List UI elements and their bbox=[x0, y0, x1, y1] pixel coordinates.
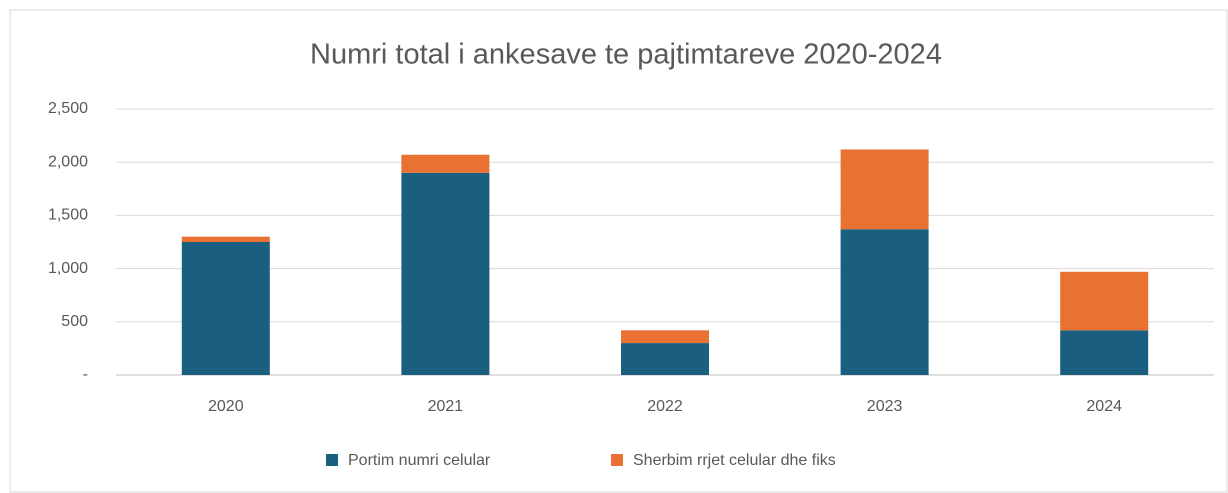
legend-swatch bbox=[326, 454, 338, 466]
y-tick-label: 2,000 bbox=[48, 153, 88, 170]
y-tick-label: 2,500 bbox=[48, 100, 88, 117]
bar-segment bbox=[181, 242, 270, 375]
x-tick-label: 2023 bbox=[867, 398, 903, 415]
y-tick-label: - bbox=[83, 366, 88, 383]
bar-segment bbox=[621, 343, 709, 375]
y-tick-label: 500 bbox=[61, 313, 88, 330]
legend-swatch bbox=[611, 454, 623, 466]
bar-segment bbox=[1060, 330, 1149, 375]
chart-title: Numri total i ankesave te pajtimtareve 2… bbox=[310, 39, 942, 71]
x-tick-label: 2022 bbox=[647, 398, 683, 415]
bar-segment bbox=[840, 149, 929, 230]
x-tick-label: 2021 bbox=[428, 398, 464, 415]
legend-label: Portim numri celular bbox=[348, 452, 491, 469]
bar-segment bbox=[840, 229, 929, 375]
bar-segment bbox=[401, 154, 490, 173]
bar-segment bbox=[181, 236, 270, 242]
bar-segment bbox=[401, 172, 490, 375]
bar-segment bbox=[621, 330, 709, 344]
x-tick-label: 2020 bbox=[208, 398, 244, 415]
y-tick-label: 1,000 bbox=[48, 260, 88, 277]
legend-label: Sherbim rrjet celular dhe fiks bbox=[633, 452, 836, 469]
y-tick-label: 1,500 bbox=[48, 207, 88, 224]
x-tick-label: 2024 bbox=[1086, 398, 1122, 415]
bar-segment bbox=[1060, 271, 1149, 331]
